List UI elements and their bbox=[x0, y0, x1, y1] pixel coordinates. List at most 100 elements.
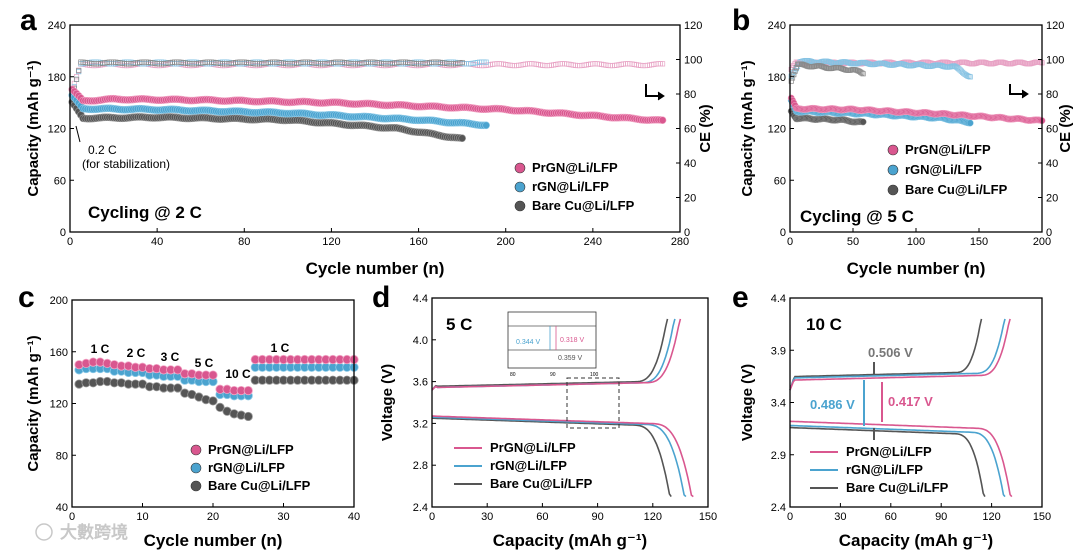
panel-a-annotation: Cycling @ 2 C bbox=[88, 203, 202, 222]
panel-c-legend-label: Bare Cu@Li/LFP bbox=[208, 478, 311, 493]
panel-c-legend-marker bbox=[190, 444, 202, 456]
panel-a-y2tick-label: 100 bbox=[684, 55, 702, 67]
panel-d-xtick-label: 90 bbox=[591, 511, 603, 523]
panel-a-y2tick-label: 0 bbox=[684, 227, 690, 239]
panel-e-ytick-label: 2.9 bbox=[771, 450, 786, 462]
panel-a-ce-axis-arrow bbox=[645, 84, 662, 97]
panel-b-y2tick-label: 40 bbox=[1046, 158, 1058, 170]
panel-a-label: a bbox=[20, 4, 37, 37]
panel-a-xtick-label: 0 bbox=[67, 236, 73, 248]
panel-c-capacity-point bbox=[243, 385, 253, 396]
panel-d-xtick-label: 120 bbox=[644, 511, 662, 523]
panel-c-ytick-label: 80 bbox=[56, 450, 68, 462]
panel-b-ce-point bbox=[792, 68, 798, 74]
panel-b-y2tick-label: 120 bbox=[1046, 20, 1064, 32]
panel-a-legend-label: PrGN@Li/LFP bbox=[532, 160, 618, 175]
panel-c-capacity-point bbox=[243, 411, 253, 422]
panel-b-ce-point bbox=[1038, 59, 1044, 66]
panel-e-legend-label: rGN@Li/LFP bbox=[846, 462, 923, 477]
panel-b-legend-label: Bare Cu@Li/LFP bbox=[905, 182, 1008, 197]
panel-e-xtick-label: 30 bbox=[834, 511, 846, 523]
panel-a-marks bbox=[68, 59, 667, 143]
panel-a-xtick-label: 160 bbox=[409, 236, 427, 248]
panel-c-capacity-point bbox=[208, 370, 218, 380]
panel-d-ylabel: Voltage (V) bbox=[379, 364, 396, 441]
panel-a-ce-axis-arrowhead bbox=[657, 91, 665, 101]
panel-a-legend-marker bbox=[514, 162, 526, 174]
panel-b-xtick-label: 0 bbox=[787, 236, 793, 248]
panel-c-rate-label: 5 C bbox=[195, 356, 214, 370]
panel-b-legend-marker bbox=[887, 184, 899, 196]
panel-a-xtick-label: 120 bbox=[322, 236, 340, 248]
panel-e-legend-label: Bare Cu@Li/LFP bbox=[846, 480, 949, 495]
panel-b-capacity-point bbox=[859, 118, 867, 126]
panel-d-inset-frame bbox=[507, 311, 597, 369]
panel-d-zoom-box bbox=[566, 377, 620, 429]
panel-e-ytick-label: 3.9 bbox=[771, 345, 786, 357]
panel-b-ylabel: Capacity (mAh g⁻¹) bbox=[739, 60, 756, 196]
watermark: 大數跨境 bbox=[60, 522, 128, 542]
panel-e-ytick-label: 2.4 bbox=[771, 502, 786, 514]
panel-c-marks bbox=[74, 354, 359, 422]
panel-b-xtick-label: 200 bbox=[1033, 236, 1051, 248]
panel-c-rate-label: 1 C bbox=[91, 342, 110, 356]
panel-b-annotation: Cycling @ 5 C bbox=[800, 207, 914, 226]
panel-e-discharge-curve bbox=[790, 426, 986, 497]
panel-b-y2tick-label: 80 bbox=[1046, 89, 1058, 101]
panel-e-ytick-label: 4.4 bbox=[771, 293, 786, 305]
panel-e-charge-curve bbox=[789, 318, 1006, 391]
panel-a-ce-point bbox=[76, 68, 82, 74]
panel-e-xtick-label: 60 bbox=[885, 511, 897, 523]
panel-b-ytick-label: 240 bbox=[768, 20, 786, 32]
panel-c-ytick-label: 120 bbox=[50, 399, 68, 411]
panel-d-charge-curve bbox=[431, 318, 682, 391]
panel-a-ce-point bbox=[660, 61, 666, 67]
panel-b-ytick-label: 0 bbox=[780, 227, 786, 239]
panel-a-y2tick-label: 120 bbox=[684, 20, 702, 32]
panel-d-annotation: 5 C bbox=[446, 315, 472, 334]
panel-e-annotation: 10 C bbox=[806, 315, 842, 334]
panel-a-ce-point bbox=[73, 76, 80, 83]
panel-a-xlabel: Cycle number (n) bbox=[306, 259, 445, 278]
panel-c-rate-label: 2 C bbox=[127, 346, 146, 360]
panel-a-legend-marker bbox=[514, 200, 526, 212]
panel-a-xtick-label: 200 bbox=[497, 236, 515, 248]
panel-c-rate-label: 1 C bbox=[271, 341, 290, 355]
panel-e-discharge-curve bbox=[789, 424, 1006, 498]
panel-b-ytick-label: 180 bbox=[768, 72, 786, 84]
panel-a-legend-label: Bare Cu@Li/LFP bbox=[532, 198, 635, 213]
panel-e-ylabel: Voltage (V) bbox=[739, 364, 756, 441]
panel-b-ce-point bbox=[860, 71, 866, 77]
panel-a-xtick-label: 240 bbox=[584, 236, 602, 248]
panel-a-ytick-label: 240 bbox=[48, 20, 66, 32]
panel-e-charge-curve bbox=[789, 318, 1011, 391]
panel-b-xtick-label: 100 bbox=[907, 236, 925, 248]
panel-e-ytick-label: 3.4 bbox=[771, 398, 786, 410]
panel-b-xlabel: Cycle number (n) bbox=[847, 259, 986, 278]
panel-a-capacity-point bbox=[458, 134, 466, 143]
panel-d-discharge-curve bbox=[431, 416, 687, 498]
panel-a-note-rate: 0.2 C bbox=[88, 143, 117, 157]
panel-c-ytick-label: 200 bbox=[50, 295, 68, 307]
panel-c-xtick-label: 0 bbox=[69, 511, 75, 523]
panel-e-gap-label: 0.417 V bbox=[888, 394, 933, 409]
panel-a-y2label: CE (%) bbox=[697, 104, 714, 152]
panel-c-capacity-point bbox=[173, 383, 183, 393]
panel-b-capacity-point bbox=[966, 119, 974, 127]
panel-b-marks bbox=[787, 57, 1046, 127]
panel-d-inset-xtick: 80 bbox=[510, 372, 516, 378]
panel-a-y2tick-label: 60 bbox=[684, 124, 696, 136]
panel-a-ce-point bbox=[483, 59, 489, 65]
panel-b-ytick-label: 60 bbox=[774, 175, 786, 187]
panel-b-label: b bbox=[732, 4, 750, 37]
panel-d-xtick-label: 150 bbox=[699, 511, 717, 523]
panel-b-y2tick-label: 60 bbox=[1046, 124, 1058, 136]
panel-a-ytick-label: 0 bbox=[60, 227, 66, 239]
panel-a-ce-point bbox=[459, 59, 465, 66]
panel-a-note-pointer bbox=[75, 125, 81, 143]
panel-e-xtick-label: 90 bbox=[935, 511, 947, 523]
panel-d-ytick-label: 4.4 bbox=[413, 293, 428, 305]
panel-c-ytick-label: 160 bbox=[50, 347, 68, 359]
panel-e-curves bbox=[789, 318, 1013, 498]
